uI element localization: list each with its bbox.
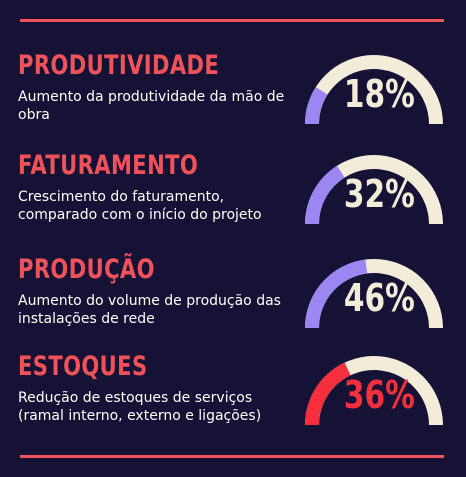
metric-faturamento: FATURAMENTO Crescimento do faturamento, … <box>0 150 466 246</box>
metric-description: Crescimento do faturamento, comparado co… <box>18 189 262 223</box>
gauge: 18% <box>300 50 448 130</box>
gauge: 46% <box>300 254 448 334</box>
bottom-divider <box>20 455 444 458</box>
metric-title: ESTOQUES <box>18 351 148 382</box>
gauge: 36% <box>300 351 448 431</box>
gauge: 32% <box>300 150 448 230</box>
metric-title: PRODUTIVIDADE <box>18 50 220 81</box>
metric-description: Aumento da produtividade da mão de obra <box>18 89 285 123</box>
gauge-fill <box>305 87 328 125</box>
gauge-fill <box>305 259 368 329</box>
gauge-fill <box>305 165 345 225</box>
top-divider <box>20 19 444 22</box>
metric-description: Aumento do volume de produção das instal… <box>18 293 281 327</box>
metric-title: PRODUÇÃO <box>18 254 155 285</box>
metric-produtividade: PRODUTIVIDADE Aumento da produtividade d… <box>0 50 466 146</box>
metric-producao: PRODUÇÃO Aumento do volume de produção d… <box>0 254 466 350</box>
metric-value: 46% <box>343 276 415 320</box>
gauge-fill <box>305 362 351 426</box>
metric-description: Redução de estoques de serviços (ramal i… <box>18 390 262 424</box>
metric-title: FATURAMENTO <box>18 150 199 181</box>
metric-value: 18% <box>343 72 415 116</box>
metric-value: 36% <box>343 373 415 417</box>
metric-value: 32% <box>343 172 415 216</box>
metric-estoques: ESTOQUES Redução de estoques de serviços… <box>0 351 466 447</box>
